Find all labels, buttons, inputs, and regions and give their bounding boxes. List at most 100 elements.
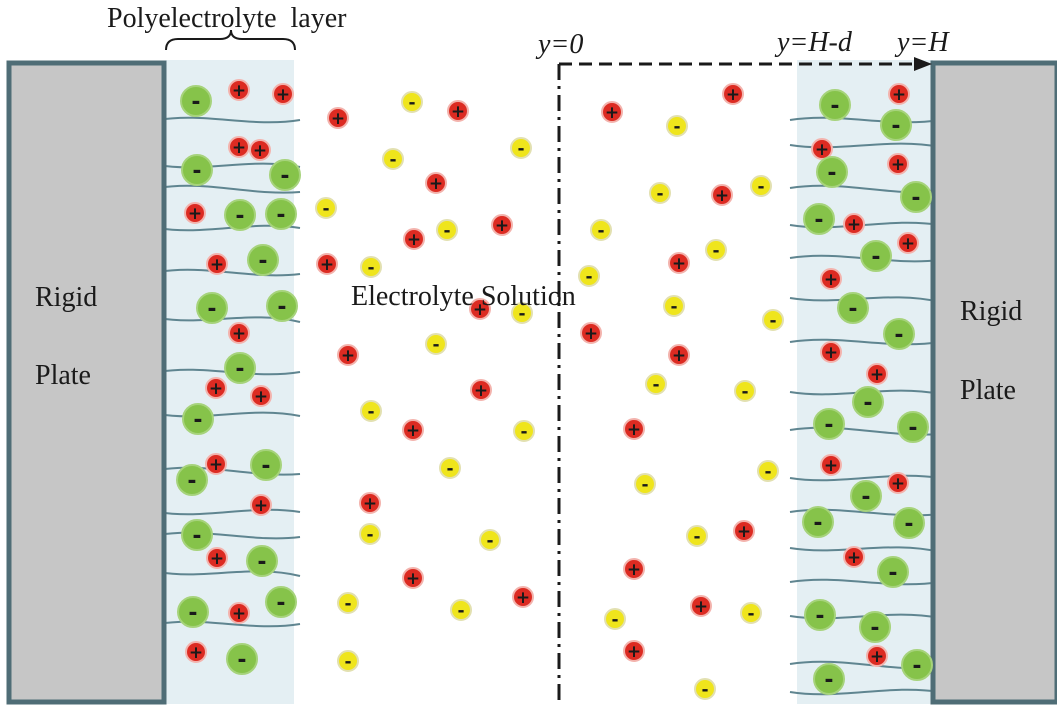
cation: + xyxy=(250,385,272,407)
ion-charge-sign: - xyxy=(193,408,202,433)
ion-body xyxy=(359,492,381,514)
plate-left-label-line1: Rigid xyxy=(35,282,97,313)
ion-charge-sign: - xyxy=(432,335,439,355)
ion-charge-sign: - xyxy=(824,413,833,438)
fixed-anion: - xyxy=(266,290,298,322)
ion-body xyxy=(877,556,909,588)
cation: + xyxy=(711,184,733,206)
ion-body xyxy=(762,309,784,331)
cation: + xyxy=(402,419,424,441)
mobile-anion: - xyxy=(401,91,423,113)
cation: + xyxy=(250,494,272,516)
fixed-anion: - xyxy=(819,89,851,121)
ion-body xyxy=(645,373,667,395)
fixed-anion: - xyxy=(900,181,932,213)
ion-body xyxy=(316,253,338,275)
ion-body xyxy=(185,641,207,663)
axis-h-label: y=H xyxy=(894,27,950,58)
ion-charge-sign: - xyxy=(367,402,374,422)
mobile-anion: - xyxy=(705,239,727,261)
fixed-anion: - xyxy=(816,156,848,188)
ion-body xyxy=(711,184,733,206)
ion-body xyxy=(750,175,772,197)
mobile-anion: - xyxy=(510,137,532,159)
ion-charge-sign: + xyxy=(188,204,202,224)
cation: + xyxy=(337,344,359,366)
ion-body xyxy=(578,265,600,287)
cation: + xyxy=(228,79,250,101)
ion-charge-sign: + xyxy=(847,215,861,235)
ion-charge-sign: + xyxy=(473,300,487,320)
ion-charge-sign: - xyxy=(894,323,903,348)
mobile-anion: - xyxy=(649,182,671,204)
fixed-anion: - xyxy=(180,85,212,117)
ion-body xyxy=(177,596,209,628)
ion-body xyxy=(182,403,214,435)
cation: + xyxy=(897,232,919,254)
mobile-anion: - xyxy=(757,460,779,482)
ion-charge-sign: + xyxy=(232,324,246,344)
mobile-anion: - xyxy=(762,309,784,331)
ion-charge-sign: + xyxy=(254,387,268,407)
ion-body xyxy=(843,213,865,235)
cation: + xyxy=(623,418,645,440)
ion-body xyxy=(663,295,685,317)
ion-body xyxy=(315,197,337,219)
ion-body xyxy=(860,240,892,272)
ion-charge-sign: + xyxy=(715,186,729,206)
ion-charge-sign: - xyxy=(235,357,244,382)
ion-charge-sign: - xyxy=(871,245,880,270)
mobile-anion: - xyxy=(337,592,359,614)
cation: + xyxy=(668,252,690,274)
cation: + xyxy=(205,453,227,475)
fixed-anion: - xyxy=(224,199,256,231)
ion-body xyxy=(206,547,228,569)
ion-body xyxy=(246,545,278,577)
ion-charge-sign: - xyxy=(888,561,897,586)
mobile-anion: - xyxy=(604,608,626,630)
ion-charge-sign: - xyxy=(656,184,663,204)
cation: + xyxy=(888,83,910,105)
ion-charge-sign: - xyxy=(192,524,201,549)
ion-body xyxy=(447,100,469,122)
ion-charge-sign: + xyxy=(210,549,224,569)
ion-charge-sign: - xyxy=(520,422,527,442)
layer-bracket xyxy=(165,29,296,51)
ion-body xyxy=(590,219,612,241)
ion-body xyxy=(843,546,865,568)
ion-charge-sign: - xyxy=(904,512,913,537)
ion-body xyxy=(893,507,925,539)
ion-body xyxy=(820,268,842,290)
ion-body xyxy=(425,333,447,355)
cation: + xyxy=(469,298,491,320)
ion-body xyxy=(634,473,656,495)
cation: + xyxy=(402,567,424,589)
ion-body xyxy=(816,156,848,188)
ion-body xyxy=(837,292,869,324)
ion-charge-sign: + xyxy=(232,138,246,158)
ion-body xyxy=(623,640,645,662)
ion-body xyxy=(436,219,458,241)
cation: + xyxy=(206,547,228,569)
polymer-chain xyxy=(157,466,301,476)
ion-body xyxy=(403,228,425,250)
ion-charge-sign: + xyxy=(891,155,905,175)
ion-body xyxy=(337,650,359,672)
fixed-anion: - xyxy=(182,403,214,435)
mobile-anion: - xyxy=(425,333,447,355)
cation: + xyxy=(316,253,338,275)
rigid-plate-left xyxy=(6,60,167,705)
cation: + xyxy=(491,214,513,236)
ion-body xyxy=(439,457,461,479)
mobile-anion: - xyxy=(360,400,382,422)
cation: + xyxy=(623,558,645,580)
fixed-anion: - xyxy=(880,109,912,141)
ion-body xyxy=(360,256,382,278)
ion-charge-sign: - xyxy=(741,382,748,402)
ion-charge-sign: - xyxy=(191,90,200,115)
ion-charge-sign: + xyxy=(429,174,443,194)
ion-charge-sign: - xyxy=(813,511,822,536)
ion-charge-sign: - xyxy=(443,221,450,241)
cation: + xyxy=(403,228,425,250)
ion-body xyxy=(470,379,492,401)
